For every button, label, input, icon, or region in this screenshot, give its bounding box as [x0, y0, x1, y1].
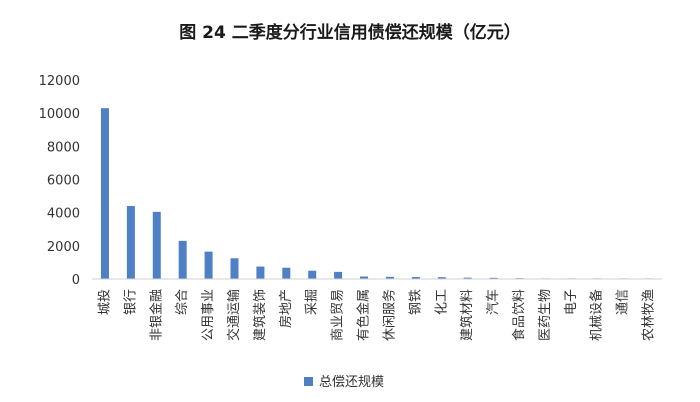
legend-label: 总偿还规模 — [319, 375, 384, 390]
chart-title: 图 24 二季度分行业信用债偿还规模（亿元） — [179, 23, 521, 43]
x-category-label: 汽车 — [485, 289, 501, 315]
bar-15 — [489, 277, 498, 279]
y-tick-label: 10000 — [39, 107, 80, 122]
x-category-label: 化工 — [434, 289, 449, 315]
bar-2 — [152, 211, 161, 279]
legend: 总偿还规模 — [304, 375, 384, 390]
y-tick-label: 2000 — [47, 240, 80, 255]
bars — [100, 108, 654, 279]
bar-10 — [360, 276, 369, 279]
x-category-label: 建筑装饰 — [252, 289, 268, 341]
x-category-label: 交通运输 — [226, 289, 242, 341]
bar-12 — [411, 277, 420, 279]
y-tick-label: 8000 — [47, 140, 80, 155]
x-category-label: 城投 — [96, 289, 112, 315]
y-tick-label: 6000 — [47, 174, 80, 189]
bar-7 — [282, 267, 291, 279]
x-category-label: 农林牧渔 — [642, 289, 657, 341]
bar-13 — [437, 277, 446, 279]
x-category-label: 建筑材料 — [459, 289, 475, 341]
bar-14 — [463, 277, 472, 279]
x-category-label: 公用事业 — [201, 289, 216, 341]
x-category-label: 综合 — [175, 289, 190, 315]
x-category-label: 银行 — [123, 289, 138, 315]
x-category-label: 通信 — [616, 289, 631, 315]
legend-swatch — [304, 377, 313, 386]
x-category-label: 非银金融 — [148, 289, 164, 341]
bar-8 — [308, 270, 317, 279]
bar-6 — [256, 266, 265, 279]
x-category-label: 采掘 — [305, 289, 320, 315]
x-category-label: 电子 — [564, 289, 579, 315]
x-category-label: 房地产 — [278, 289, 294, 328]
bar-1 — [126, 206, 135, 279]
x-category-label: 休闲服务 — [381, 289, 397, 341]
bar-0 — [100, 108, 109, 279]
x-category-label: 食品饮料 — [511, 289, 527, 341]
x-category-label: 有色金属 — [356, 289, 372, 341]
x-category-label: 医药生物 — [538, 289, 553, 341]
x-category-label: 商业贸易 — [331, 289, 346, 341]
y-axis: 0 2000 4000 6000 8000 10000 12000 — [39, 74, 80, 288]
bar-5 — [230, 258, 239, 279]
y-tick-label: 4000 — [47, 207, 80, 222]
bar-11 — [385, 276, 394, 279]
x-axis: 城投 银行 非银金融 综合 公用事业 交通运输 建筑装饰 房地产 采掘 商业贸易 有色金属 休闲服务钢… — [92, 278, 662, 341]
bar-4 — [204, 251, 213, 279]
y-tick-label: 12000 — [39, 74, 80, 89]
y-tick-label: 0 — [72, 273, 80, 288]
x-category-label: 钢铁 — [408, 289, 423, 315]
bar-3 — [178, 240, 187, 279]
x-category-label: 机械设备 — [589, 289, 605, 341]
bar-9 — [334, 271, 343, 279]
